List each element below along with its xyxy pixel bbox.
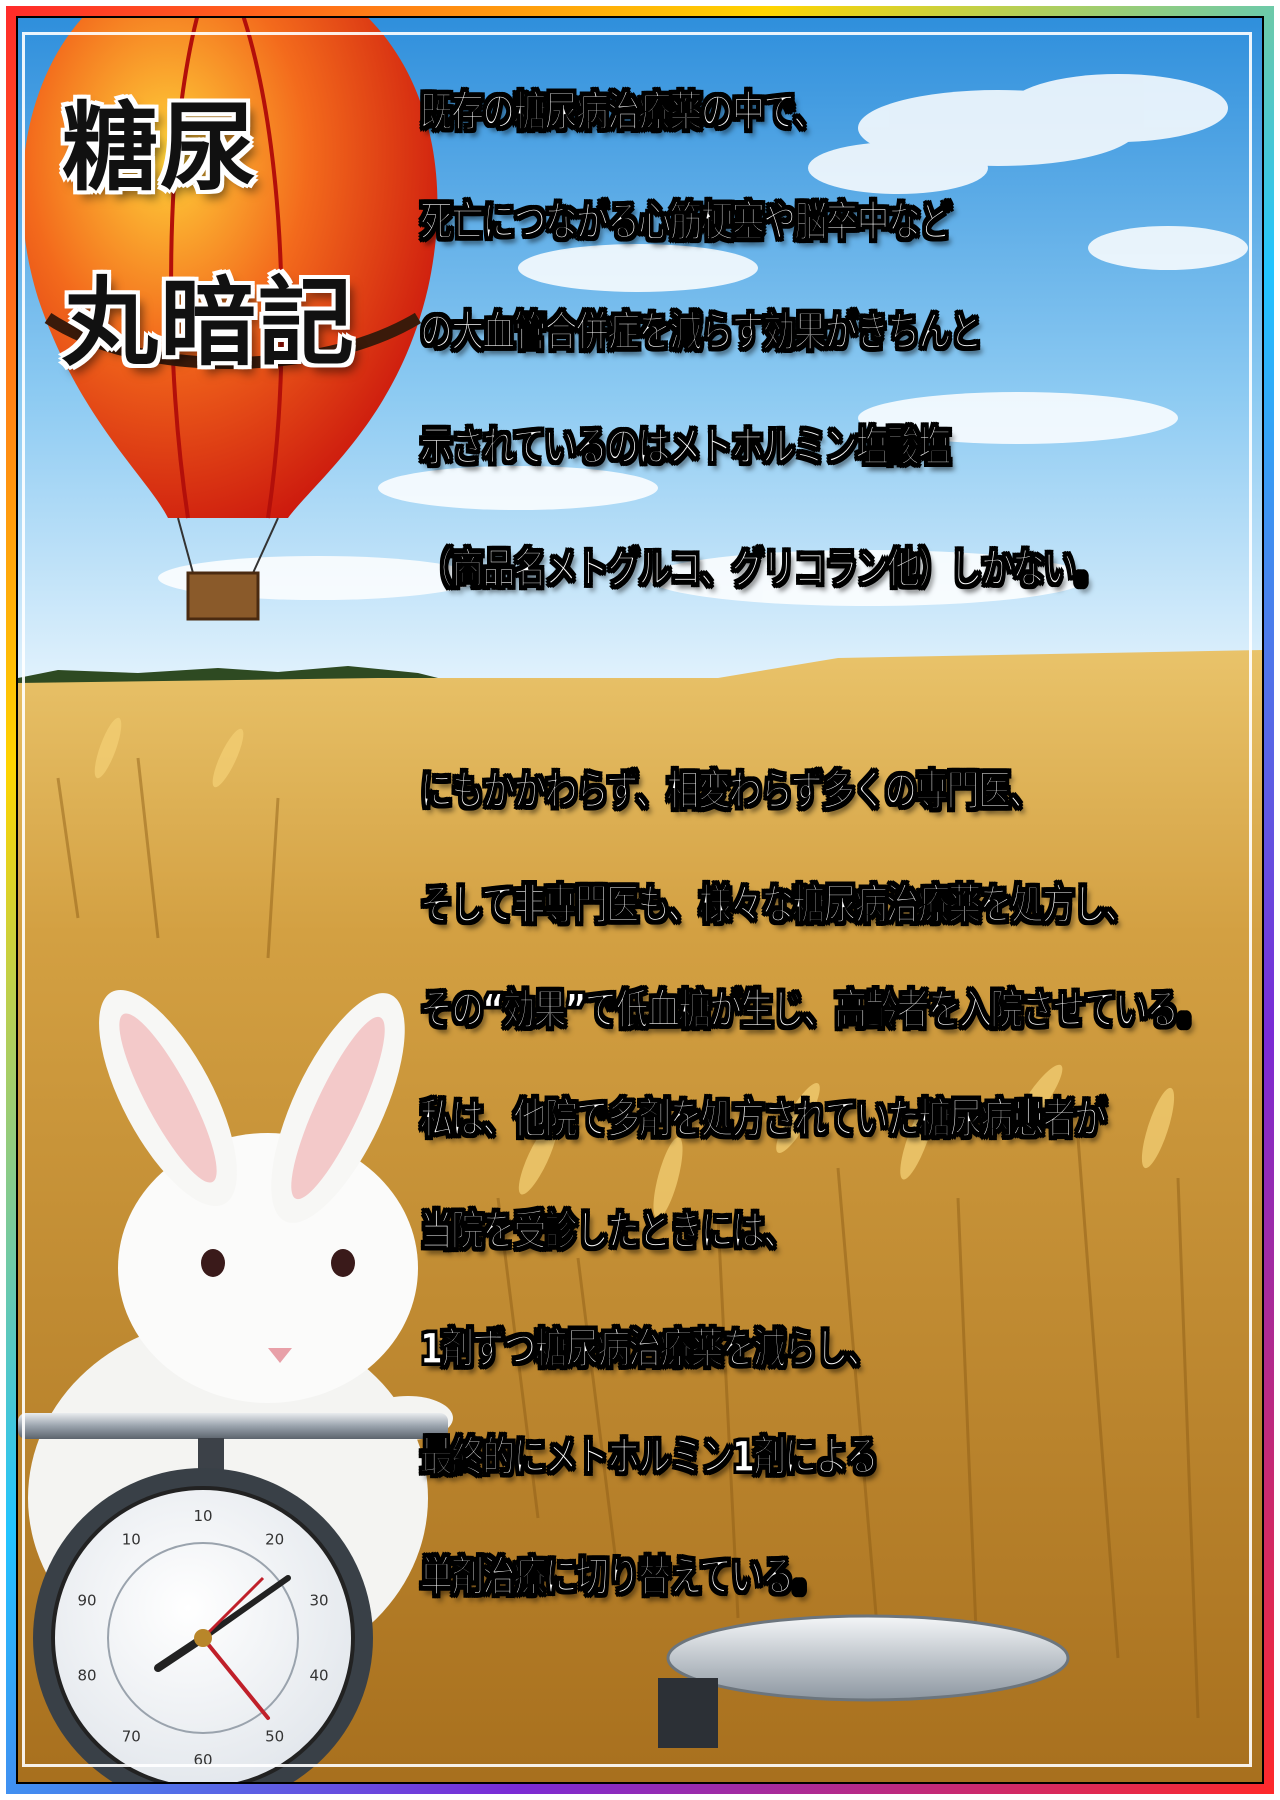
weighing-scale: 10 20 30 40 50 60 70 80 90 10 [18,1413,1070,1782]
dial-number: 20 [265,1530,284,1548]
text-line: 死亡につながる心筋梗塞や脳卒中など [420,196,953,246]
text-line: 1剤ずつ糖尿病治療薬を減らし、 [420,1323,881,1373]
dial-number: 60 [193,1751,212,1769]
dial-number: 90 [77,1591,96,1609]
background-scene: 10 20 30 40 50 60 70 80 90 10 [18,18,1262,1782]
title-line-2: 丸暗記 [62,267,356,379]
dial-number: 50 [265,1728,284,1746]
text-line: 単剤治療に切り替えている。 [420,1551,826,1601]
text-line: （商品名メトグルコ、グリコラン他）しかない。 [420,543,1108,593]
text-line: 示されているのはメトホルミン塩酸塩 [420,421,952,471]
text-line: 当院を受診したときには、 [420,1205,797,1255]
text-line: の大血管合併症を減らす効果がきちんと [420,306,983,356]
text-line: そして非専門医も、様々な糖尿病治療薬を処方し、 [420,879,1138,929]
dial-number: 30 [309,1591,328,1609]
text-line: 既存の糖尿病治療薬の中で、 [420,86,827,136]
wheat-ears [94,717,1175,1219]
text-line: 私は、他院で多剤を処方されていた糖尿病患者が [420,1093,1108,1143]
text-line: その“効果”で低血糖が生じ、高齢者を入院させている。 [420,984,1211,1034]
dial-number: 40 [309,1667,328,1685]
wheat-stalks [56,757,1200,1719]
hot-air-balloon [22,18,438,621]
dial-number: 10 [122,1530,141,1548]
clouds [158,74,1248,606]
scene-illustration: 10 20 30 40 50 60 70 80 90 10 [18,18,1262,1782]
text-line: にもかかわらず、相変わらず多くの専門医、 [420,765,1043,815]
dial-number: 10 [193,1507,212,1525]
dial-number: 80 [77,1667,96,1685]
text-line: 最終的にメトホルミン1剤による [420,1431,880,1481]
dial-number: 70 [122,1728,141,1746]
treeline [18,666,438,686]
title-line-1: 糖尿 [62,92,258,204]
